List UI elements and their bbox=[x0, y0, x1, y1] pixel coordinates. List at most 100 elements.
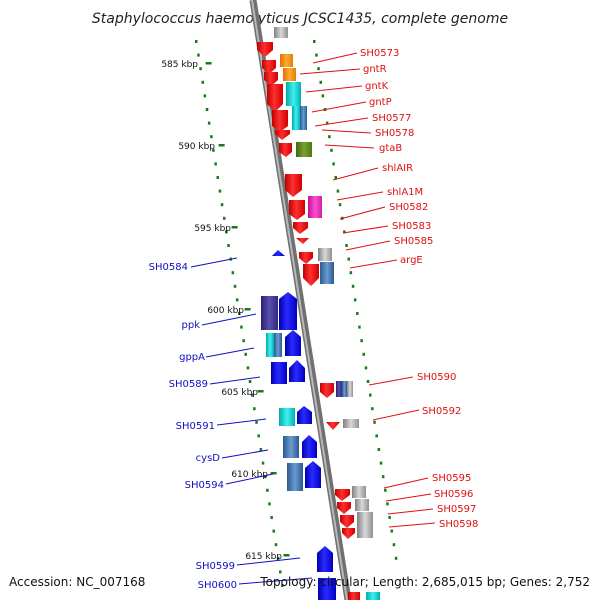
gene-block[interactable] bbox=[286, 82, 301, 106]
gene-forward-arrow[interactable] bbox=[272, 250, 285, 256]
gene-block[interactable] bbox=[261, 296, 278, 330]
gene-reverse-arrow[interactable] bbox=[299, 252, 313, 264]
gene-label[interactable]: SH0589 bbox=[169, 379, 208, 390]
gene-label[interactable]: ppk bbox=[182, 320, 201, 331]
leader-line bbox=[385, 493, 432, 502]
gene-reverse-arrow[interactable] bbox=[293, 222, 308, 234]
gene-label[interactable]: SH0577 bbox=[372, 113, 411, 124]
gene-label[interactable]: gntP bbox=[369, 97, 392, 108]
gene-block[interactable] bbox=[283, 436, 299, 458]
gene-block[interactable] bbox=[266, 333, 274, 357]
gene-label[interactable]: SH0598 bbox=[439, 519, 478, 530]
gene-reverse-arrow[interactable] bbox=[264, 72, 278, 86]
gene-block[interactable] bbox=[296, 142, 312, 157]
gene-reverse-arrow[interactable] bbox=[267, 84, 283, 112]
gene-label[interactable]: SH0591 bbox=[176, 421, 215, 432]
gene-reverse-arrow[interactable] bbox=[320, 383, 334, 398]
gene-block[interactable] bbox=[343, 419, 359, 428]
gene-label[interactable]: SH0583 bbox=[392, 221, 431, 232]
gene-reverse-arrow[interactable] bbox=[285, 174, 302, 197]
gene-block[interactable] bbox=[318, 248, 332, 261]
gene-label[interactable]: gntR bbox=[363, 64, 387, 75]
gene-reverse-arrow[interactable] bbox=[262, 60, 276, 74]
gene-label[interactable]: gtaB bbox=[379, 143, 402, 154]
gene-label[interactable]: SH0596 bbox=[434, 489, 473, 500]
scale-dot bbox=[379, 461, 383, 465]
gene-block[interactable] bbox=[320, 262, 334, 284]
gene-block[interactable] bbox=[352, 486, 366, 498]
scale-dot bbox=[281, 584, 284, 587]
scale-label: 590 kbp bbox=[178, 142, 215, 152]
gene-label[interactable]: shlA1M bbox=[387, 187, 423, 198]
gene-block[interactable] bbox=[308, 196, 322, 218]
scale-label: 585 kbp bbox=[161, 60, 198, 70]
gene-block[interactable] bbox=[292, 106, 300, 130]
leader-line bbox=[345, 240, 391, 251]
gene-block[interactable] bbox=[279, 408, 295, 426]
scale-dot bbox=[315, 53, 318, 57]
gene-reverse-arrow[interactable] bbox=[272, 110, 288, 132]
gene-forward-arrow[interactable] bbox=[289, 360, 305, 382]
gene-block[interactable] bbox=[366, 592, 380, 600]
gene-label[interactable]: SH0585 bbox=[394, 236, 433, 247]
gene-label[interactable]: SH0595 bbox=[432, 473, 471, 484]
gene-reverse-arrow[interactable] bbox=[342, 528, 355, 539]
gene-block[interactable] bbox=[347, 381, 353, 397]
gene-label[interactable]: SH0597 bbox=[437, 504, 476, 515]
gene-label[interactable]: SH0584 bbox=[149, 262, 188, 273]
scale-dot bbox=[384, 488, 387, 492]
gene-block[interactable] bbox=[280, 54, 293, 67]
gene-label[interactable]: SH0592 bbox=[422, 406, 461, 417]
leader-line bbox=[383, 477, 429, 489]
gene-reverse-arrow[interactable] bbox=[296, 238, 309, 244]
scale-dot bbox=[343, 230, 346, 234]
scale-major-tick bbox=[283, 554, 290, 557]
gene-reverse-arrow[interactable] bbox=[275, 130, 290, 140]
gene-block[interactable] bbox=[283, 68, 296, 81]
scale-dot bbox=[220, 203, 224, 207]
gene-block[interactable] bbox=[336, 381, 342, 397]
scale-dot bbox=[375, 434, 378, 438]
scale-dot bbox=[351, 284, 355, 288]
gene-forward-arrow[interactable] bbox=[297, 406, 312, 424]
scale-major-tick bbox=[231, 226, 238, 229]
gene-block[interactable] bbox=[357, 512, 373, 538]
gene-label[interactable]: cysD bbox=[196, 453, 221, 464]
gene-block[interactable] bbox=[300, 106, 307, 130]
gene-reverse-arrow[interactable] bbox=[289, 200, 305, 220]
gene-forward-arrow[interactable] bbox=[285, 330, 301, 356]
gene-block[interactable] bbox=[271, 362, 287, 384]
gene-reverse-arrow[interactable] bbox=[326, 422, 340, 430]
scale-labels: 585 kbp 590 kbp 595 kbp 600 kbp 605 kbp … bbox=[161, 60, 282, 562]
gene-label[interactable]: gntK bbox=[365, 81, 389, 92]
gene-label[interactable]: shlAIR bbox=[382, 163, 413, 174]
gene-block[interactable] bbox=[342, 381, 347, 397]
gene-label[interactable]: SH0600 bbox=[198, 580, 237, 591]
gene-forward-arrow[interactable] bbox=[317, 546, 333, 572]
gene-reverse-arrow[interactable] bbox=[257, 42, 273, 57]
gene-reverse-arrow[interactable] bbox=[303, 264, 319, 286]
gene-label[interactable]: SH0582 bbox=[389, 202, 428, 213]
gene-label[interactable]: SH0599 bbox=[196, 561, 235, 572]
scale-dot bbox=[319, 80, 322, 84]
gene-reverse-arrow[interactable] bbox=[279, 143, 292, 157]
gene-forward-arrow[interactable] bbox=[279, 292, 297, 330]
gene-forward-arrow[interactable] bbox=[318, 578, 336, 600]
gene-block[interactable] bbox=[355, 499, 369, 511]
gene-forward-arrow[interactable] bbox=[305, 461, 321, 488]
gene-label[interactable]: argE bbox=[400, 255, 423, 266]
gene-block[interactable] bbox=[287, 463, 303, 491]
gene-block[interactable] bbox=[274, 333, 282, 357]
gene-label[interactable]: gppA bbox=[179, 352, 205, 363]
gene-forward-arrow[interactable] bbox=[302, 435, 317, 458]
gene-reverse-arrow[interactable] bbox=[340, 515, 354, 528]
gene-reverse-arrow[interactable] bbox=[335, 489, 350, 501]
gene-block[interactable] bbox=[348, 592, 360, 600]
gene-label[interactable]: SH0594 bbox=[185, 480, 224, 491]
gene-label[interactable]: SH0590 bbox=[417, 372, 456, 383]
gene-label[interactable]: SH0573 bbox=[360, 48, 399, 59]
gene-reverse-arrow[interactable] bbox=[337, 502, 351, 514]
gene-block[interactable] bbox=[274, 27, 288, 38]
gene-label[interactable]: SH0578 bbox=[375, 128, 414, 139]
